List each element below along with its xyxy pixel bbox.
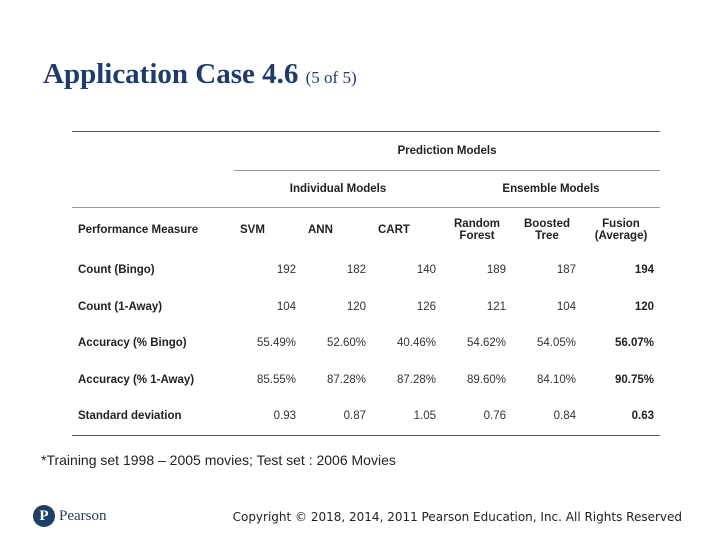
cell-random-forest: 121 xyxy=(486,300,506,313)
cell-svm: 85.55% xyxy=(256,373,296,386)
row-label: Accuracy (% 1-Away) xyxy=(78,373,195,386)
cell-boosted-tree: 187 xyxy=(556,264,576,277)
cell-fusion: 120 xyxy=(634,300,654,313)
cell-fusion: 56.07% xyxy=(614,337,654,350)
cell-svm: 55.49% xyxy=(256,337,296,350)
header-boosted-tree: Boosted Tree xyxy=(512,207,582,252)
results-table-container: Prediction Models Individual Models Ense… xyxy=(72,131,660,436)
cell-random-forest: 54.62% xyxy=(466,337,506,350)
ensemble-models-header: Ensemble Models xyxy=(442,170,660,208)
individual-models-header: Individual Models xyxy=(234,170,442,208)
cell-cart: 1.05 xyxy=(372,398,442,436)
cell-svm: 104 xyxy=(276,300,296,313)
table-row: Count (Bingo) 192 182 140 189 187 194 xyxy=(72,252,660,289)
row-label: Count (1-Away) xyxy=(78,300,163,313)
header-fusion-line1: Fusion xyxy=(602,218,640,230)
cell-boosted-tree: 54.05% xyxy=(536,337,576,350)
row-label: Accuracy (% Bingo) xyxy=(78,337,187,350)
header-cart: CART xyxy=(372,207,442,252)
cell-fusion: 194 xyxy=(634,264,654,277)
header-performance-measure: Performance Measure xyxy=(72,207,234,252)
cell-boosted-tree: 84.10% xyxy=(536,373,576,386)
cell-ann: 120 xyxy=(346,300,366,313)
header-svm: SVM xyxy=(234,207,302,252)
cell-random-forest: 89.60% xyxy=(466,373,506,386)
results-table: Prediction Models Individual Models Ense… xyxy=(72,131,660,436)
cell-boosted-tree: 104 xyxy=(556,300,576,313)
pearson-logo-text: Pearson xyxy=(59,507,107,524)
row-label: Standard deviation xyxy=(72,398,234,436)
header-fusion: Fusion (Average) xyxy=(582,207,660,252)
header-boosted-tree-line1: Boosted xyxy=(524,218,570,230)
footnote: *Training set 1998 – 2005 movies; Test s… xyxy=(41,452,396,468)
cell-boosted-tree: 0.84 xyxy=(512,398,582,436)
cell-cart: 140 xyxy=(416,264,436,277)
cell-cart: 126 xyxy=(416,300,436,313)
slide-title: Application Case 4.6 (5 of 5) xyxy=(43,58,357,91)
pearson-logo-icon: P xyxy=(33,505,55,527)
header-random-forest-line2: Forest xyxy=(459,230,495,242)
cell-ann: 182 xyxy=(346,264,366,277)
header-random-forest: Random Forest xyxy=(442,207,512,252)
table-row: Accuracy (% Bingo) 55.49% 52.60% 40.46% … xyxy=(72,325,660,362)
header-random-forest-line1: Random xyxy=(454,218,500,230)
cell-random-forest: 189 xyxy=(486,264,506,277)
header-ann: ANN xyxy=(302,207,372,252)
cell-cart: 87.28% xyxy=(396,373,436,386)
pearson-logo: P Pearson xyxy=(33,505,107,527)
column-header-row: Performance Measure SVM ANN CART Random … xyxy=(72,207,660,252)
prediction-models-header: Prediction Models xyxy=(397,145,497,157)
table-row: Accuracy (% 1-Away) 85.55% 87.28% 87.28%… xyxy=(72,362,660,399)
slide-title-main: Application Case 4.6 xyxy=(43,58,299,90)
cell-cart: 40.46% xyxy=(396,337,436,350)
cell-ann: 0.87 xyxy=(302,398,372,436)
header-fusion-line2: (Average) xyxy=(594,230,648,242)
row-label: Count (Bingo) xyxy=(78,264,155,277)
cell-ann: 87.28% xyxy=(326,373,366,386)
cell-fusion: 0.63 xyxy=(582,398,660,436)
copyright-notice: Copyright © 2018, 2014, 2011 Pearson Edu… xyxy=(232,510,682,524)
cell-svm: 0.93 xyxy=(234,398,302,436)
slide-title-sub: (5 of 5) xyxy=(305,68,357,87)
cell-random-forest: 0.76 xyxy=(442,398,512,436)
cell-ann: 52.60% xyxy=(326,337,366,350)
cell-fusion: 90.75% xyxy=(614,373,654,386)
cell-svm: 192 xyxy=(276,264,296,277)
table-row: Standard deviation 0.93 0.87 1.05 0.76 0… xyxy=(72,398,660,436)
header-boosted-tree-line2: Tree xyxy=(535,230,559,242)
table-row: Count (1-Away) 104 120 126 121 104 120 xyxy=(72,289,660,326)
